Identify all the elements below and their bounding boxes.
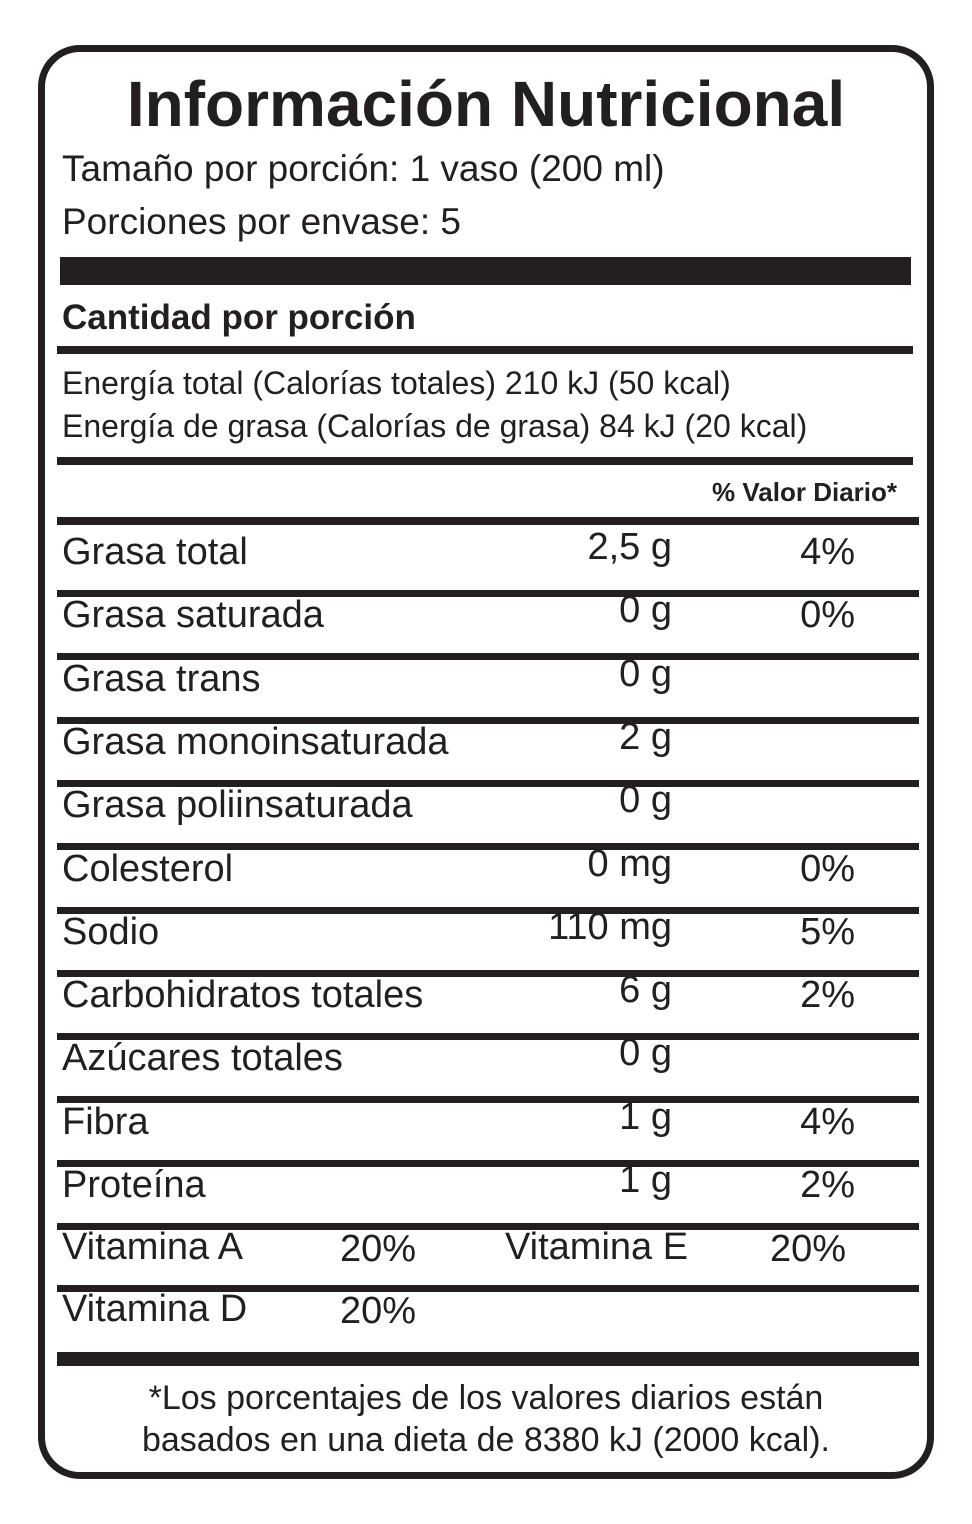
nutrient-name: Grasa saturada <box>62 594 324 637</box>
nutrient-amount: 0 g <box>619 1032 672 1075</box>
nutrient-name: Grasa total <box>62 531 248 573</box>
label-border <box>38 45 934 1479</box>
rule <box>57 346 913 354</box>
rule <box>57 843 919 851</box>
nutrient-amount: 6 g <box>619 969 672 1012</box>
rule <box>57 1159 919 1167</box>
nutrient-dv: 2% <box>800 974 855 1017</box>
vitamin-value: 20% <box>340 1228 417 1270</box>
dv-header: % Valor Diario* <box>712 477 897 507</box>
nutrient-name: Grasa poliinsaturada <box>62 784 413 827</box>
nutrient-amount: 2,5 g <box>587 526 672 568</box>
rule <box>57 517 919 525</box>
energy: Energía de grasa (Calorías de grasa) 84 … <box>62 408 808 444</box>
nutrient-dv: 4% <box>800 531 855 573</box>
rule <box>57 1223 919 1230</box>
thick-bar <box>57 1352 919 1366</box>
vitamin-name: Vitamina E <box>505 1226 689 1268</box>
rule <box>57 653 919 661</box>
vitamin-value: 20% <box>770 1228 847 1270</box>
nutrient-amount: 110 mg <box>548 905 672 948</box>
rule <box>57 716 919 724</box>
footnote: *Los porcentajes de los valores diarios … <box>148 1379 824 1417</box>
servings: Porciones por envase: 5 <box>62 201 462 242</box>
nutrient-amount: 1 g <box>619 1095 672 1138</box>
nutrient-dv: 4% <box>800 1100 855 1143</box>
nutrient-name: Azúcares totales <box>62 1037 343 1080</box>
nutrient-dv: 5% <box>800 910 855 953</box>
rule <box>57 906 919 914</box>
nutrient-amount: 0 g <box>619 589 672 632</box>
vitamin-name: Vitamina D <box>62 1288 248 1330</box>
nutrient-amount: 2 g <box>619 715 672 758</box>
rule <box>57 1285 919 1292</box>
nutrient-name: Carbohidratos totales <box>62 974 424 1017</box>
nutrient-name: Fibra <box>62 1100 149 1143</box>
nutrient-name: Proteína <box>62 1164 206 1206</box>
nutrient-amount: 1 g <box>619 1159 672 1201</box>
nutrient-dv: 0% <box>800 847 855 890</box>
title: Información Nutricional <box>126 68 846 140</box>
rule <box>57 779 919 787</box>
rule <box>57 457 913 465</box>
rule <box>57 1096 919 1104</box>
nutrient-name: Grasa monoinsaturada <box>62 720 449 763</box>
nutrient-amount: 0 mg <box>587 842 672 885</box>
rule <box>57 590 919 597</box>
serving-size: Tamaño por porción: 1 vaso (200 ml) <box>62 148 665 189</box>
amount-header: Cantidad por porción <box>62 298 416 337</box>
nutrient-name: Grasa trans <box>62 657 261 700</box>
nutrient-amount: 0 g <box>619 652 672 695</box>
vitamin-value: 20% <box>340 1290 417 1332</box>
nutrient-name: Colesterol <box>62 847 234 890</box>
vitamin-name: Vitamina A <box>62 1226 243 1268</box>
energy: Energía total (Calorías totales) 210 kJ … <box>62 365 731 401</box>
nutrient-dv: 0% <box>800 594 855 637</box>
nutrient-name: Sodio <box>62 910 160 953</box>
nutrient-amount: 0 g <box>619 779 672 822</box>
thick-bar <box>60 257 911 285</box>
nutrient-dv: 2% <box>800 1164 855 1206</box>
rule <box>57 969 919 977</box>
footnote: basados en una dieta de 8380 kJ (2000 kc… <box>141 1421 831 1459</box>
rule <box>57 1033 919 1041</box>
